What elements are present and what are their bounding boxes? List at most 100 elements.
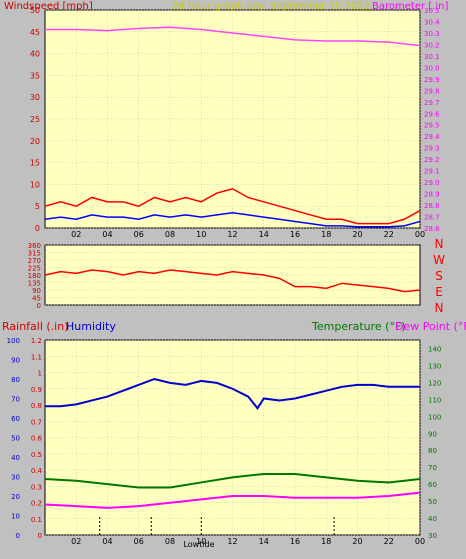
y-tick-label-humidity: 80 bbox=[11, 376, 20, 384]
y-tick-label-humidity: 10 bbox=[11, 513, 20, 521]
y-tick-label-baro: 30.2 bbox=[424, 41, 440, 49]
series-line-dew-point bbox=[44, 491, 421, 509]
y-tick-label-wind: 15 bbox=[30, 159, 40, 168]
series-line-temperature bbox=[44, 472, 421, 489]
x-tick-label: 02 bbox=[71, 537, 81, 546]
y-tick-label-direction: 90 bbox=[32, 287, 41, 295]
graph-date: September 30 2022 bbox=[270, 1, 370, 12]
y-tick-label-rain: 0.2 bbox=[31, 500, 42, 508]
y-tick-label-temperature: 90 bbox=[428, 430, 437, 438]
y-tick-label-direction: 135 bbox=[28, 280, 41, 288]
y-tick-label-baro: 29.8 bbox=[424, 87, 440, 95]
x-tick-label: 10 bbox=[196, 537, 206, 546]
y-tick-label-baro: 30.0 bbox=[424, 64, 440, 72]
barometer-label: Barometer [.in] bbox=[372, 1, 448, 12]
y-tick-label-baro: 29.9 bbox=[424, 76, 440, 84]
y-tick-label-humidity: 50 bbox=[11, 435, 20, 443]
y-tick-label-baro: 28.8 bbox=[424, 202, 440, 210]
y-tick-label-rain: 0.1 bbox=[31, 516, 42, 524]
y-tick-label-direction: 360 bbox=[28, 242, 41, 250]
wind-baro-axes: 02 04 06 08 10 12 14 16 18 20 22 000510152025303540… bbox=[30, 6, 440, 239]
wind-baro-grid bbox=[45, 9, 421, 229]
x-tick-label: 22 bbox=[384, 230, 394, 239]
x-tick-label: 08 bbox=[165, 230, 175, 239]
series-line-wind-avg bbox=[44, 211, 421, 228]
y-tick-label-rain: 0 bbox=[38, 532, 42, 540]
y-tick-label-baro: 29.0 bbox=[424, 179, 440, 187]
y-tick-label-direction: 270 bbox=[28, 257, 41, 265]
x-tick-label: 14 bbox=[259, 230, 269, 239]
x-tick-label: 22 bbox=[384, 537, 394, 546]
x-tick-label: 10 bbox=[196, 230, 206, 239]
y-tick-label-baro: 29.7 bbox=[424, 99, 440, 107]
temp-hum-series bbox=[44, 377, 421, 535]
y-tick-label-baro: 28.9 bbox=[424, 191, 440, 199]
y-tick-label-wind: 30 bbox=[30, 93, 40, 102]
y-tick-label-temperature: 40 bbox=[428, 515, 437, 523]
compass-label-n-top: N bbox=[435, 237, 444, 251]
x-tick-label: 20 bbox=[352, 230, 362, 239]
x-tick-label: 20 bbox=[352, 537, 362, 546]
rainfall-label: Rainfall (.in) bbox=[2, 320, 69, 333]
y-tick-label-rain: 0.7 bbox=[31, 418, 42, 426]
y-tick-label-wind: 0 bbox=[35, 224, 40, 233]
series-line-windspeed bbox=[44, 187, 421, 225]
y-tick-label-temperature: 50 bbox=[428, 498, 437, 506]
y-tick-label-baro: 29.4 bbox=[424, 133, 440, 141]
y-tick-label-humidity: 40 bbox=[11, 454, 20, 462]
y-tick-label-humidity: 60 bbox=[11, 415, 20, 423]
windspeed-label: Windspeed [mph] bbox=[4, 1, 93, 12]
y-tick-label-temperature: 120 bbox=[428, 379, 441, 387]
y-tick-label-direction: 225 bbox=[28, 265, 41, 273]
y-tick-label-rain: 1 bbox=[38, 370, 42, 378]
x-tick-label: 18 bbox=[321, 230, 331, 239]
series-line-wind-direction bbox=[44, 269, 421, 293]
y-tick-label-baro: 30.3 bbox=[424, 30, 440, 38]
y-tick-label-rain: 0.6 bbox=[31, 435, 43, 443]
x-tick-label: 14 bbox=[259, 537, 269, 546]
x-tick-label: 00 bbox=[415, 230, 425, 239]
y-tick-label-wind: 20 bbox=[30, 137, 40, 146]
y-tick-label-temperature: 140 bbox=[428, 345, 441, 353]
y-tick-label-humidity: 20 bbox=[11, 493, 20, 501]
y-tick-label-humidity: 90 bbox=[11, 357, 20, 365]
y-tick-label-temperature: 60 bbox=[428, 481, 437, 489]
wind-direction-grid bbox=[45, 244, 420, 306]
compass-label-n-bottom: N bbox=[435, 301, 444, 315]
lowtide-label: Lowtide bbox=[183, 540, 214, 549]
temperature-label: Temperature (°F) bbox=[311, 320, 406, 333]
y-tick-label-baro: 29.1 bbox=[424, 168, 440, 176]
x-tick-label: 12 bbox=[227, 230, 237, 239]
y-tick-label-temperature: 80 bbox=[428, 447, 437, 455]
y-tick-label-baro: 28.7 bbox=[424, 214, 440, 222]
series-line-humidity bbox=[45, 377, 420, 410]
y-tick-label-wind: 25 bbox=[30, 115, 40, 124]
y-tick-label-direction: 0 bbox=[37, 302, 41, 310]
y-tick-label-rain: 0.3 bbox=[31, 483, 42, 491]
y-tick-label-humidity: 100 bbox=[7, 337, 20, 345]
x-tick-label: 06 bbox=[134, 537, 144, 546]
y-tick-label-rain: 0.8 bbox=[31, 402, 42, 410]
y-tick-label-wind: 40 bbox=[30, 50, 40, 59]
humidity-label: Humidity bbox=[66, 320, 116, 333]
y-tick-label-baro: 29.3 bbox=[424, 145, 440, 153]
x-tick-label: 16 bbox=[290, 537, 300, 546]
y-tick-label-baro: 28.6 bbox=[424, 225, 440, 233]
y-tick-label-baro: 29.2 bbox=[424, 156, 440, 164]
graph-title: 24 hour graph day bbox=[172, 1, 265, 12]
y-tick-label-rain: 1.1 bbox=[31, 353, 42, 361]
y-tick-label-humidity: 0 bbox=[16, 532, 20, 540]
compass-label-w: W bbox=[433, 253, 445, 267]
y-tick-label-temperature: 100 bbox=[428, 413, 441, 421]
y-tick-label-temperature: 30 bbox=[428, 532, 437, 540]
x-tick-label: 06 bbox=[134, 230, 144, 239]
x-tick-label: 18 bbox=[321, 537, 331, 546]
series-line-barometer bbox=[45, 26, 421, 47]
x-tick-label: 16 bbox=[290, 230, 300, 239]
y-tick-label-wind: 45 bbox=[30, 28, 40, 37]
compass-label-e: E bbox=[435, 285, 443, 299]
y-tick-label-direction: 315 bbox=[28, 250, 41, 258]
y-tick-label-wind: 50 bbox=[30, 6, 40, 15]
